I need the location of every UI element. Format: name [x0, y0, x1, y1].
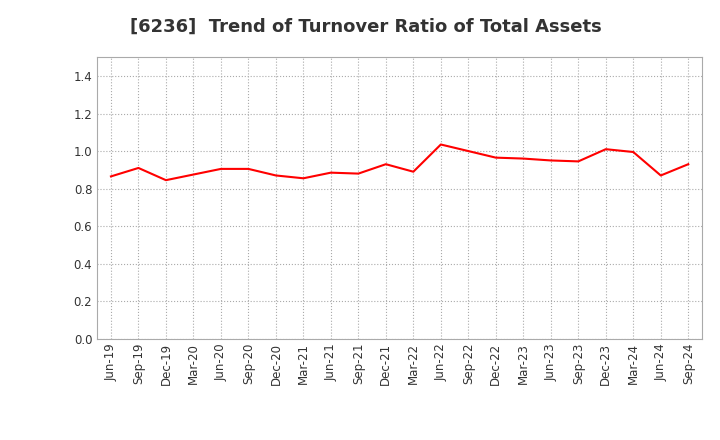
Text: [6236]  Trend of Turnover Ratio of Total Assets: [6236] Trend of Turnover Ratio of Total …: [130, 18, 601, 36]
